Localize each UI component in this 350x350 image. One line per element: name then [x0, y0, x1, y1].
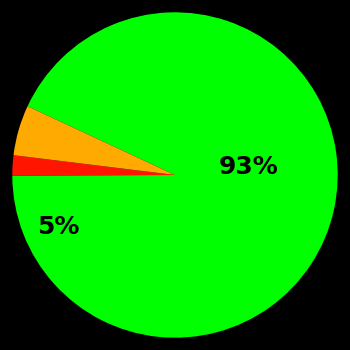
Text: 5%: 5% [37, 215, 79, 239]
Wedge shape [14, 106, 175, 175]
Wedge shape [12, 155, 175, 176]
Text: 93%: 93% [218, 155, 278, 179]
Wedge shape [12, 12, 338, 338]
